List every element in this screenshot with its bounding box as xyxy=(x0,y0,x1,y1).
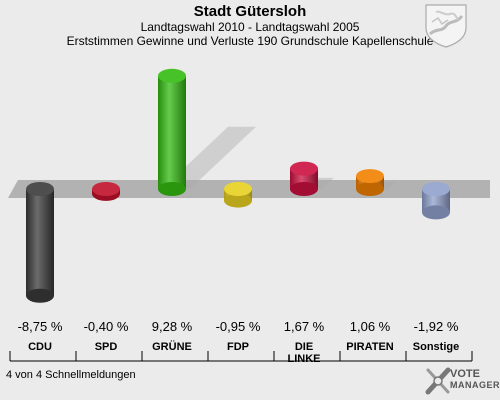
value-label: -8,75 % xyxy=(18,319,63,334)
bar xyxy=(92,182,120,201)
category-axis xyxy=(9,351,473,362)
category-labels: CDU SPD GRÜNE FDP DIE LINKE PIRATEN Sonstige xyxy=(28,340,459,365)
bar xyxy=(26,182,54,303)
bar xyxy=(290,161,318,196)
value-labels: -8,75 % -0,40 % 9,28 % -0,95 % 1,67 % 1,06 % -… xyxy=(18,319,459,334)
value-label: 1,06 % xyxy=(350,319,391,334)
bar xyxy=(422,182,450,220)
bar xyxy=(158,68,186,196)
category-label: FDP xyxy=(227,341,249,353)
value-label: -1,92 % xyxy=(414,319,459,334)
value-label: -0,95 % xyxy=(216,319,261,334)
chart-header: Stadt Gütersloh Landtagswahl 2010 - Land… xyxy=(0,0,500,48)
bar xyxy=(224,182,252,208)
chart-subtitle-detail: Erststimmen Gewinne und Verluste 190 Gru… xyxy=(66,34,434,48)
footer-note: 4 von 4 Schnellmeldungen xyxy=(6,369,136,381)
value-label: -0,40 % xyxy=(84,319,129,334)
category-label: PIRATEN xyxy=(346,341,394,353)
category-label: CDU xyxy=(28,341,52,353)
bars xyxy=(26,68,450,303)
category-label: Sonstige xyxy=(413,341,459,353)
chart-title: Stadt Gütersloh xyxy=(193,3,307,20)
coat-of-arms-icon xyxy=(425,4,467,48)
value-label: 1,67 % xyxy=(284,319,325,334)
vote-manager-logo-icon xyxy=(425,367,451,395)
value-label: 9,28 % xyxy=(152,319,193,334)
chart-subtitle: Landtagswahl 2010 - Landtagswahl 2005 xyxy=(140,20,360,34)
category-label: GRÜNE xyxy=(152,340,192,353)
vote-manager-wordmark: VOTE MANAGER xyxy=(450,368,500,391)
category-label: DIE LINKE xyxy=(288,341,321,365)
bar xyxy=(356,169,384,196)
category-label: SPD xyxy=(95,341,118,353)
